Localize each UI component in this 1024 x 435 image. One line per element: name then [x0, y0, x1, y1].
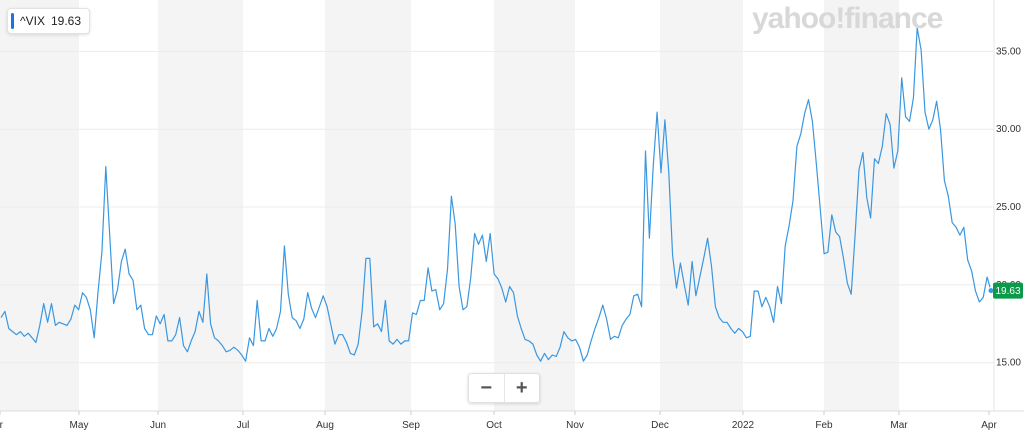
x-tick-label: 2022	[732, 420, 755, 431]
month-band	[325, 0, 411, 411]
last-value-label: 19.63	[995, 286, 1020, 297]
month-band	[0, 0, 79, 411]
x-tick-label: Dec	[651, 420, 669, 431]
zoom-out-button[interactable]: −	[480, 376, 493, 399]
y-tick-label: 35.00	[996, 46, 1021, 57]
x-tick-label: May	[70, 420, 89, 431]
month-bands	[0, 0, 899, 411]
x-tick-label: Feb	[815, 420, 833, 431]
x-tick-label: Sep	[402, 420, 420, 431]
month-band	[660, 0, 743, 411]
month-band	[158, 0, 243, 411]
gridlines	[0, 50, 994, 364]
x-tick-label: Mar	[890, 420, 908, 431]
x-tick-label: Apr	[981, 420, 997, 431]
x-tick-label: Jul	[237, 420, 250, 431]
zoom-controls: − +	[468, 373, 540, 403]
x-tick-label: Jun	[150, 420, 166, 431]
y-tick-label: 15.00	[996, 358, 1021, 369]
zoom-in-button[interactable]: +	[503, 374, 540, 402]
x-tick-label: Apr	[0, 420, 4, 431]
x-tick-label: Oct	[486, 420, 502, 431]
vix-series-line	[0, 27, 992, 362]
ticker-symbol: ^VIX	[20, 14, 45, 28]
yahoo-finance-watermark: yahoo!finance	[752, 2, 943, 35]
y-tick-label: 30.00	[996, 124, 1021, 135]
ticker-value: 19.63	[50, 14, 82, 28]
x-axis-ticks: Apr May Jun Jul Aug Sep Oct Nov Dec 2022 Feb Mar Apr	[0, 411, 997, 431]
last-value-badge	[993, 282, 1023, 299]
x-tick-label: Nov	[566, 420, 584, 431]
y-tick-label: 25.00	[996, 202, 1021, 213]
ticker-color-bar	[11, 13, 14, 29]
month-band	[824, 0, 899, 411]
x-tick-label: Aug	[316, 420, 334, 431]
ticker-label[interactable]: ^VIX 19.63	[7, 8, 91, 34]
